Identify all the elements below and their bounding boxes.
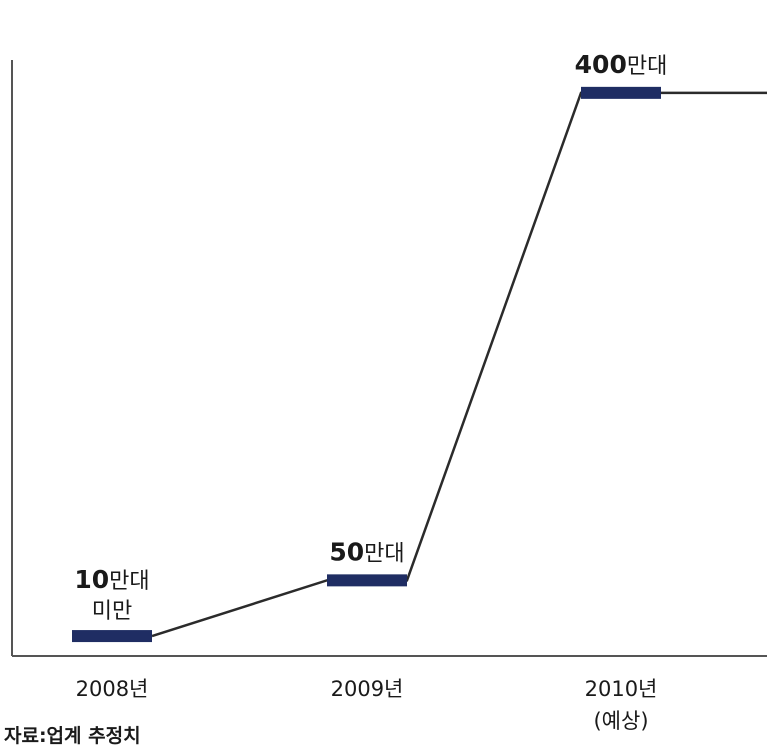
x-tick-label: 2008년 bbox=[76, 677, 149, 701]
x-tick-label: 2010년 bbox=[585, 677, 658, 701]
x-tick-label: 2009년 bbox=[331, 677, 404, 701]
data-point-marker bbox=[72, 630, 152, 642]
data-point-marker bbox=[327, 574, 407, 586]
x-tick-labels: 2008년 2009년 2010년 (예상) bbox=[76, 677, 658, 733]
chart-marks bbox=[72, 87, 767, 642]
series-line bbox=[152, 93, 767, 636]
data-point-marker bbox=[581, 87, 661, 99]
data-label-suffix: 미만 bbox=[92, 599, 132, 624]
x-tick-sublabel: (예상) bbox=[593, 709, 648, 733]
data-label: 400만대 bbox=[575, 50, 668, 79]
data-label: 50만대 bbox=[329, 537, 404, 566]
source-note: 자료:업계 추정치 bbox=[4, 725, 141, 747]
data-label: 10만대 bbox=[74, 565, 149, 594]
